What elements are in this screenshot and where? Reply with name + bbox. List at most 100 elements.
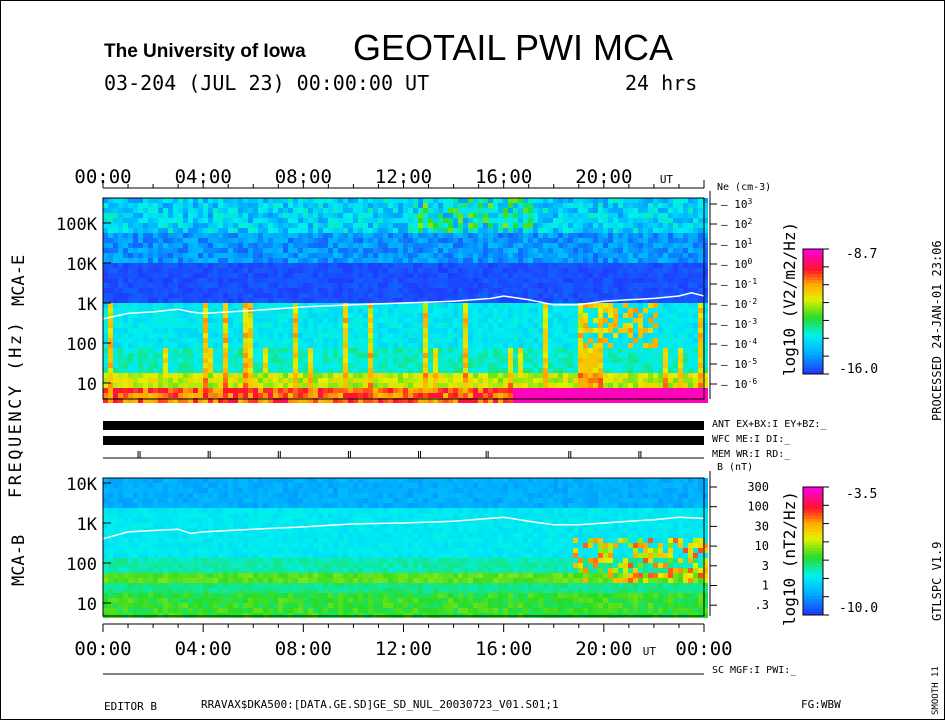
spectrogram-cell (488, 273, 493, 278)
spectrogram-cell (623, 343, 628, 348)
spectrogram-cell (393, 343, 398, 348)
spectrogram-cell (153, 218, 158, 223)
spectrogram-cell (628, 313, 633, 318)
spectrogram-cell (198, 363, 203, 368)
spectrogram-cell (508, 338, 513, 343)
spectrogram-cell (438, 378, 443, 383)
spectrogram-cell (233, 248, 238, 253)
spectrogram-cell (308, 298, 313, 303)
spectrogram-cell (528, 203, 533, 208)
spectrogram-cell (703, 203, 708, 208)
spectrogram-cell (433, 293, 438, 298)
spectrogram-cell (338, 358, 343, 363)
spectrogram-cell (353, 203, 358, 208)
spectrogram-cell (343, 198, 348, 203)
spectrogram-cell (548, 328, 553, 333)
spectrogram-cell (283, 368, 288, 373)
spectrogram-cell (643, 273, 648, 278)
spectrogram-cell (458, 223, 463, 228)
spectrogram-cell (553, 378, 558, 383)
spectrogram-cell (473, 338, 478, 343)
spectrogram-cell (128, 233, 133, 238)
spectrogram-cell (493, 348, 498, 353)
spectrogram-cell (698, 228, 703, 233)
spectrogram-cell (323, 263, 328, 268)
spectrogram-cell (578, 273, 583, 278)
spectrogram-cell (403, 383, 408, 388)
spectrogram-cell (513, 338, 518, 343)
spectrogram-cell (418, 228, 423, 233)
spectrogram-cell (603, 233, 608, 238)
spectrogram-cell (543, 203, 548, 208)
spectrogram-cell (703, 333, 708, 338)
spectrogram-cell (283, 253, 288, 258)
spectrogram-cell (138, 318, 143, 323)
spectrogram-cell (418, 313, 423, 318)
spectrogram-cell (238, 268, 243, 273)
spectrogram-cell (503, 273, 508, 278)
spectrogram-cell (448, 283, 453, 288)
spectrogram-cell (688, 393, 693, 398)
spectrogram-cell (298, 233, 303, 238)
spectrogram-cell (313, 368, 318, 373)
spectrogram-cell (123, 243, 128, 248)
spectrogram-cell (513, 388, 518, 393)
spectrogram-cell (273, 223, 278, 228)
spectrogram-cell (428, 263, 433, 268)
spectrogram-cell (203, 233, 208, 238)
spectrogram-cell (143, 228, 148, 233)
spectrogram-cell (493, 318, 498, 323)
spectrogram-cell (328, 338, 333, 343)
spectrogram-cell (198, 358, 203, 363)
spectrogram-cell (248, 228, 253, 233)
spectrogram-cell (283, 273, 288, 278)
spectrogram-cell (393, 348, 398, 353)
spectrogram-cell (633, 353, 638, 358)
spectrogram-cell (273, 238, 278, 243)
spectrogram-cell (503, 228, 508, 233)
spectrogram-cell (433, 368, 438, 373)
spectrogram-cell (238, 218, 243, 223)
spectrogram-cell (663, 358, 668, 363)
spectrogram-cell (668, 293, 673, 298)
spectrogram-cell (153, 343, 158, 348)
spectrogram-cell (173, 333, 178, 338)
spectrogram-cell (493, 203, 498, 208)
spectrogram-cell (283, 208, 288, 213)
spectrogram-cell (373, 348, 378, 353)
spectrogram-cell (403, 213, 408, 218)
spectrogram-cell (193, 373, 198, 378)
spectrogram-cell (508, 203, 513, 208)
spectrogram-cell (368, 378, 373, 383)
spectrogram-cell (258, 223, 263, 228)
spectrogram-cell (208, 353, 213, 358)
spectrogram-cell (648, 303, 653, 308)
spectrogram-cell (188, 388, 193, 393)
spectrogram-cell (588, 253, 593, 258)
spectrogram-cell (438, 208, 443, 213)
spectrogram-cell (473, 208, 478, 213)
spectrogram-cell (243, 368, 248, 373)
spectrogram-cell (643, 223, 648, 228)
spectrogram-cell (468, 258, 473, 263)
spectrogram-cell (673, 268, 678, 273)
spectrogram-cell (578, 393, 583, 398)
spectrogram-cell (348, 308, 353, 313)
spectrogram-cell (338, 393, 343, 398)
spectrogram-cell (468, 388, 473, 393)
spectrogram-cell (448, 313, 453, 318)
spectrogram-cell (278, 233, 283, 238)
spectrogram-cell (663, 233, 668, 238)
spectrogram-cell (363, 218, 368, 223)
spectrogram-cell (438, 218, 443, 223)
spectrogram-cell (508, 278, 513, 283)
spectrogram-cell (243, 383, 248, 388)
spectrogram-cell (243, 353, 248, 358)
spectrogram-cell (188, 358, 193, 363)
spectrogram-cell (153, 238, 158, 243)
spectrogram-cell (343, 298, 348, 303)
spectrogram-cell (353, 233, 358, 238)
spectrogram-cell (478, 303, 483, 308)
spectrogram-cell (688, 343, 693, 348)
spectrogram-cell (118, 398, 123, 403)
